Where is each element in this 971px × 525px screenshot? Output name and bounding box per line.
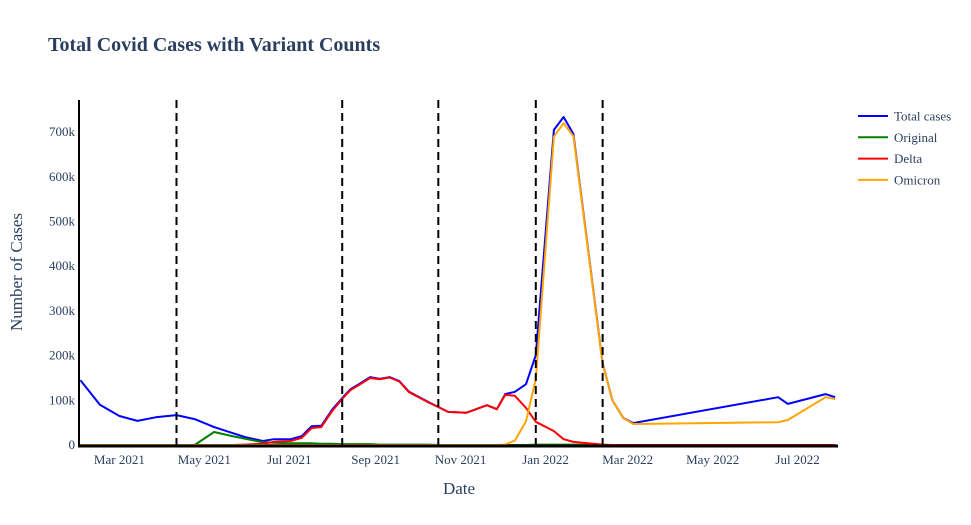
x-tick-label: Jul 2021 [267,452,311,467]
legend-item[interactable]: Delta [858,151,922,166]
legend-item[interactable]: Original [858,130,938,145]
legend-item[interactable]: Total cases [858,109,951,124]
legend-label: Original [894,130,938,145]
x-axis-label: Date [443,479,475,498]
legend-label: Omicron [894,172,941,187]
y-tick-label: 0 [69,437,76,452]
plot-area [79,100,836,446]
legend-label: Total cases [894,109,951,124]
legend[interactable]: Total cases Original Delta Omicron [858,109,951,188]
series-line-omicron [80,122,836,446]
x-tick-label: Jul 2022 [775,452,819,467]
y-tick-label: 100k [49,392,76,407]
y-tick-label: 400k [49,258,76,273]
y-tick-label: 500k [49,214,76,229]
x-tick-label: Nov 2021 [435,452,487,467]
y-tick-label: 300k [49,303,76,318]
y-axis-label: Number of Cases [7,213,26,331]
series-line-total-cases [79,116,836,442]
x-tick-label: Mar 2021 [94,452,145,467]
x-tick-label: Mar 2022 [602,452,653,467]
y-tick-label: 700k [49,124,76,139]
x-tick-label: Jan 2022 [522,452,569,467]
legend-item[interactable]: Omicron [858,172,941,187]
x-tick-label: May 2022 [686,452,739,467]
y-tick-label: 600k [49,169,76,184]
chart-title: Total Covid Cases with Variant Counts [48,34,380,56]
y-tick-label: 200k [49,348,76,363]
legend-label: Delta [894,151,922,166]
series-line-delta [80,376,836,446]
series-line-original [80,431,836,446]
x-tick-label: Sep 2021 [351,452,400,467]
x-tick-label: May 2021 [178,452,231,467]
